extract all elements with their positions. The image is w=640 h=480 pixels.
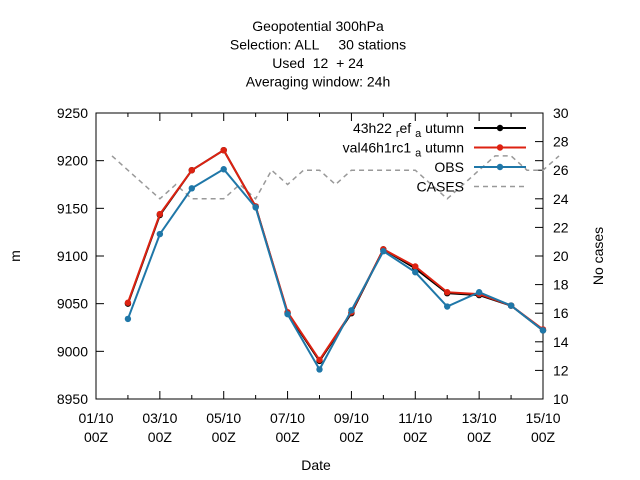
legend-label: val46h1rc1 a utumn <box>343 140 464 160</box>
data-point <box>444 303 451 310</box>
data-point <box>156 230 164 238</box>
x-axis-label: Date <box>301 457 331 473</box>
data-point <box>316 356 323 364</box>
data-point <box>412 269 419 276</box>
x-tick-label: 00Z <box>212 429 237 445</box>
series-obs <box>124 166 547 373</box>
series-line <box>126 167 544 372</box>
plot-frame <box>95 112 544 400</box>
legend-label: CASES <box>417 179 464 195</box>
y-axis: 8950 9000 9050 9100 9150 9200 9250 <box>57 105 543 407</box>
data-point <box>124 315 132 323</box>
y2-tick-label: 22 <box>553 219 569 235</box>
data-point <box>444 289 451 296</box>
x-tick-label: 11/10 <box>398 410 432 426</box>
series-line <box>126 148 544 363</box>
y-tick-label: 9100 <box>57 248 88 264</box>
data-point <box>284 310 291 318</box>
data-point <box>156 210 164 218</box>
data-point <box>507 302 515 309</box>
series-group <box>111 146 560 373</box>
y2-tick-label: 28 <box>553 134 569 150</box>
series-val46h1rc1 <box>124 146 547 364</box>
y2-tick-label: 12 <box>553 362 569 378</box>
x-axis: 01/10 00Z 03/10 00Z 05/10 00Z 07/10 00Z 09/10 00Z… <box>78 113 561 445</box>
data-point <box>220 166 227 173</box>
y-tick-label: 8950 <box>57 391 88 407</box>
y2-tick-label: 24 <box>553 191 569 207</box>
x-tick-label: 00Z <box>403 429 428 445</box>
x-tick-label: 05/10 <box>206 410 241 426</box>
x-tick-label: 00Z <box>339 429 364 445</box>
series-line <box>126 148 544 362</box>
y-tick-label: 9150 <box>57 200 88 216</box>
title-line: Selection: ALL 30 stations <box>230 37 406 53</box>
data-point <box>188 185 195 192</box>
x-tick-label: 13/10 <box>462 410 497 426</box>
x-tick-label: 07/10 <box>270 410 305 426</box>
legend-label: 43h22 ref a utumn <box>353 120 464 140</box>
y-tick-label: 9000 <box>57 343 88 359</box>
x-tick-label: 00Z <box>148 429 173 445</box>
series-cases <box>111 155 560 200</box>
y-axis-label: m <box>7 250 23 262</box>
y2-tick-label: 10 <box>553 391 569 407</box>
y-tick-label: 9200 <box>57 153 88 169</box>
x-tick-label: 01/10 <box>78 410 113 426</box>
legend-marker <box>496 124 504 132</box>
x-tick-label: 00Z <box>84 429 109 445</box>
data-point <box>220 146 227 154</box>
data-point <box>475 289 483 296</box>
legend-label: OBS <box>434 159 464 175</box>
title-line: Averaging window: 24h <box>246 74 391 90</box>
series-line <box>111 155 560 200</box>
data-point <box>412 263 419 270</box>
data-point <box>348 307 355 314</box>
y2-tick-label: 20 <box>553 248 569 264</box>
y2-axis: 10 12 14 16 18 20 22 24 26 28 30 <box>535 105 569 407</box>
series-43h22 <box>124 146 547 365</box>
legend-marker <box>496 163 504 171</box>
data-point <box>188 167 195 174</box>
x-tick-label: 00Z <box>531 429 556 445</box>
data-point <box>539 327 547 334</box>
data-point <box>124 299 132 306</box>
x-tick-label: 00Z <box>467 429 492 445</box>
x-tick-label: 15/10 <box>525 410 560 426</box>
x-tick-label: 09/10 <box>334 410 369 426</box>
y2-tick-label: 26 <box>553 162 569 178</box>
data-point <box>316 366 323 373</box>
chart-title: Geopotential 300hPa Selection: ALL 30 sta… <box>230 18 406 90</box>
y2-axis-label: No cases <box>590 227 606 285</box>
y2-tick-label: 14 <box>553 334 569 350</box>
y2-tick-label: 16 <box>553 305 569 321</box>
title-line: Geopotential 300hPa <box>252 18 384 34</box>
y-tick-label: 9250 <box>57 105 88 121</box>
legend-marker <box>496 144 504 151</box>
data-point <box>252 204 259 211</box>
data-point <box>380 248 387 255</box>
x-tick-label: 03/10 <box>142 410 177 426</box>
y-tick-label: 9050 <box>57 296 88 312</box>
y2-tick-label: 18 <box>553 277 569 293</box>
x-tick-label: 00Z <box>276 429 301 445</box>
y2-tick-label: 30 <box>553 105 569 121</box>
title-line: Used 12 + 24 <box>272 55 364 71</box>
